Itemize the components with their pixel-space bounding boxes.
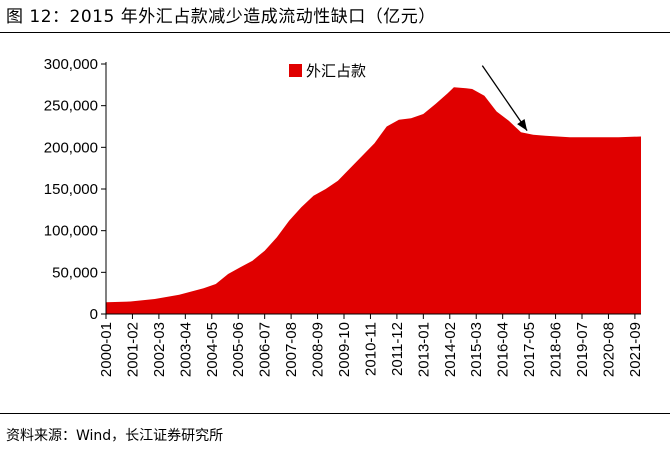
x-tick-label: 2002-03 — [151, 322, 168, 377]
x-tick-label: 2014-02 — [442, 322, 459, 377]
x-tick-label: 2003-04 — [177, 322, 194, 377]
y-tick-label: 200,000 — [44, 139, 98, 156]
series-area-0 — [106, 87, 641, 314]
figure-title: 图 12：2015 年外汇占款减少造成流动性缺口（亿元） — [6, 7, 436, 27]
legend: 外汇占款 — [289, 62, 366, 80]
x-tick-label: 2007-08 — [283, 322, 300, 377]
y-tick-label: 100,000 — [44, 223, 98, 240]
top-rule — [0, 32, 670, 33]
x-tick-label: 2020-08 — [600, 322, 617, 377]
x-tick-label: 2005-06 — [230, 322, 247, 377]
x-tick-label: 2015-03 — [468, 322, 485, 377]
x-tick-label: 2021-09 — [627, 322, 644, 377]
x-tick-label: 2017-05 — [521, 322, 538, 377]
x-tick-label: 2013-01 — [415, 322, 432, 377]
x-tick-label: 2018-06 — [548, 322, 565, 377]
legend-label: 外汇占款 — [306, 62, 366, 80]
x-tick-label: 2011-12 — [389, 322, 406, 376]
annotation-arrow-line — [481, 65, 528, 132]
legend-swatch — [289, 64, 302, 77]
y-tick-label: 0 — [90, 306, 98, 323]
x-tick-label: 2006-07 — [257, 322, 274, 377]
x-tick-label: 2001-02 — [124, 322, 141, 377]
bottom-rule — [0, 413, 670, 414]
source-note: 资料来源：Wind，长江证券研究所 — [6, 428, 224, 444]
x-tick-label: 2004-05 — [204, 322, 221, 377]
annotation-arrowhead — [517, 119, 528, 131]
x-tick-label: 2016-04 — [495, 322, 512, 377]
y-tick-label: 250,000 — [44, 98, 98, 115]
y-tick-label: 150,000 — [44, 181, 98, 198]
y-tick-label: 50,000 — [52, 264, 98, 281]
y-tick-label: 300,000 — [44, 56, 98, 73]
x-tick-label: 2010-11 — [362, 322, 379, 376]
x-tick-label: 2019-07 — [574, 322, 591, 377]
x-tick-label: 2008-09 — [310, 322, 327, 377]
x-tick-label: 2009-10 — [336, 322, 353, 377]
x-tick-label: 2000-01 — [98, 322, 115, 377]
